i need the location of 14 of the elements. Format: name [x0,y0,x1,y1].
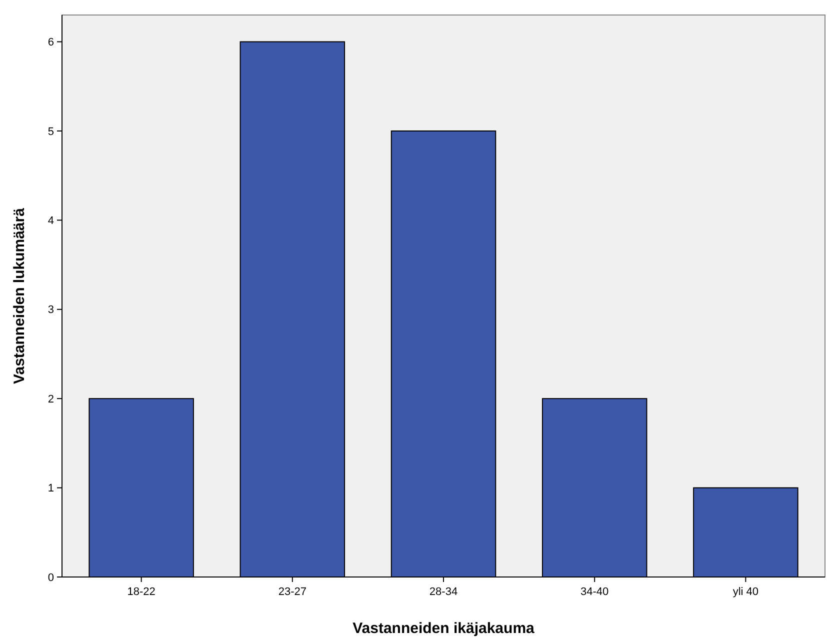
y-tick-label: 2 [48,393,54,406]
x-axis-title: Vastanneiden ikäjakauma [352,620,536,637]
y-tick-label: 4 [48,215,54,228]
y-tick-label: 1 [48,482,54,495]
y-tick-label: 3 [48,304,54,316]
x-tick-label: 34-40 [580,586,609,598]
x-tick-label: yli 40 [732,586,759,598]
x-tick-label: 23-27 [278,586,306,598]
x-tick-label: 28-34 [429,586,458,598]
y-tick-label: 6 [48,36,54,49]
x-tick-label: 18-22 [127,586,156,598]
y-tick-label: 0 [48,572,54,584]
y-tick-label: 5 [48,126,54,138]
y-axis-title: Vastanneiden lukumäärä [11,207,28,384]
